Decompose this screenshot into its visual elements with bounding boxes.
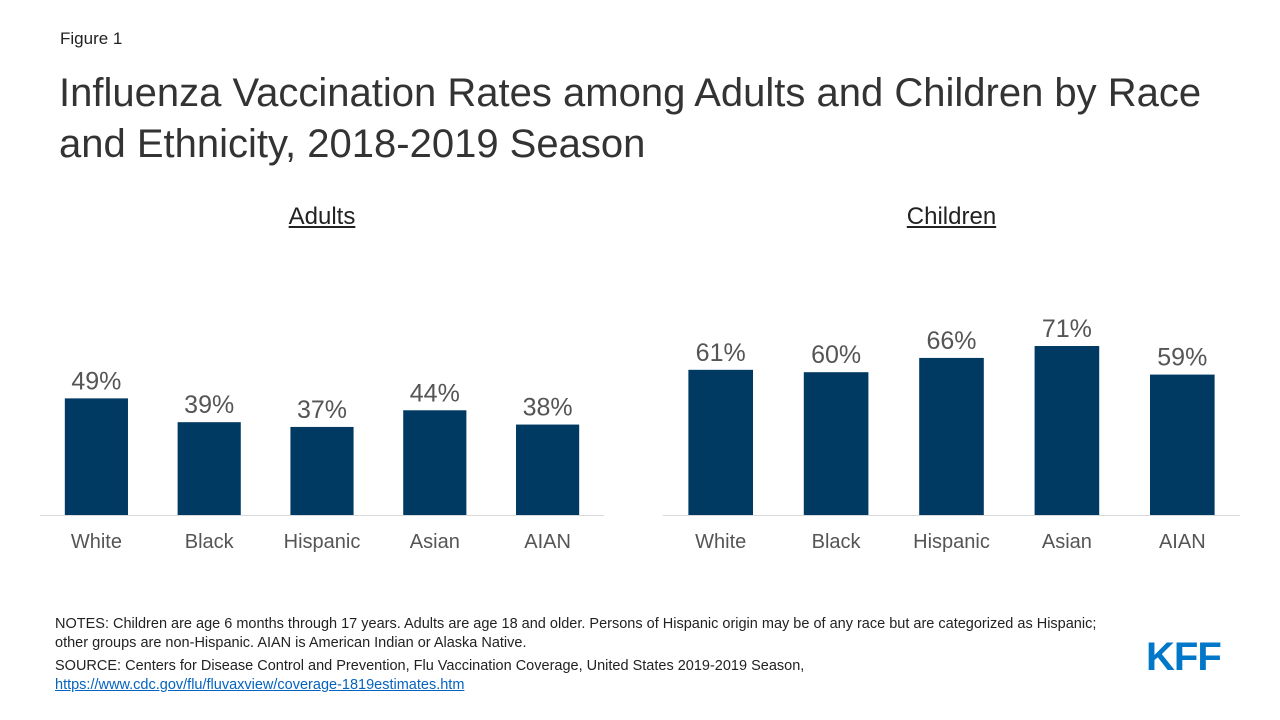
data-label-hispanic: 66% (926, 327, 976, 355)
data-label-black: 39% (184, 391, 234, 419)
children-bar-chart: 61% White 60% Black 66% Hispanic 71% Asian 59% AI… (663, 315, 1240, 553)
adults-bar-chart: 49% White 39% Black 37% Hispanic 44% Asian 38% AI… (40, 367, 604, 553)
bar-white (64, 398, 128, 515)
data-label-white: 61% (696, 339, 746, 367)
source-link[interactable]: https://www.cdc.gov/flu/fluvaxview/cover… (55, 677, 465, 693)
data-label-aian: 59% (1157, 344, 1207, 372)
data-label-white: 49% (71, 367, 121, 395)
tick-label-white: White (695, 531, 746, 553)
tick-label-aian: AIAN (1159, 531, 1206, 553)
bar-white (688, 369, 754, 515)
tick-label-black: Black (185, 531, 235, 553)
children-chart-title: Children (906, 203, 997, 230)
data-label-hispanic: 37% (297, 396, 347, 424)
figure-label: Figure 1 (60, 29, 123, 48)
bar-asian (403, 410, 467, 515)
tick-label-hispanic: Hispanic (913, 531, 990, 553)
chart-title: Influenza Vaccination Rates among Adults… (59, 71, 1202, 166)
source-block: SOURCE: Centers for Disease Control and … (55, 657, 1125, 695)
bar-aian (1149, 374, 1215, 515)
bar-aian (516, 424, 580, 515)
bar-hispanic (290, 426, 354, 515)
tick-label-asian: Asian (1042, 531, 1092, 553)
adults-chart-title: Adults (288, 203, 356, 230)
tick-label-hispanic: Hispanic (284, 531, 361, 553)
kff-logo: KFF (1146, 635, 1222, 679)
adults-chart: Adults 49% White 39% Black 37% Hispanic 44% Asi… (40, 195, 604, 565)
tick-label-aian: AIAN (524, 531, 571, 553)
bar-asian (1034, 346, 1100, 515)
bar-hispanic (919, 357, 984, 515)
data-label-asian: 44% (410, 379, 460, 407)
bar-black (803, 372, 869, 515)
data-label-black: 60% (811, 341, 861, 369)
tick-label-asian: Asian (410, 531, 460, 553)
tick-label-white: White (71, 531, 122, 553)
source-text: SOURCE: Centers for Disease Control and … (55, 658, 805, 674)
data-label-asian: 71% (1042, 315, 1092, 343)
bar-black (177, 422, 241, 515)
children-chart: Children 61% White 60% Black 66% Hispanic 71% A… (663, 195, 1240, 565)
tick-label-black: Black (812, 531, 862, 553)
notes-text: NOTES: Children are age 6 months through… (55, 616, 1097, 651)
data-label-aian: 38% (523, 394, 573, 422)
